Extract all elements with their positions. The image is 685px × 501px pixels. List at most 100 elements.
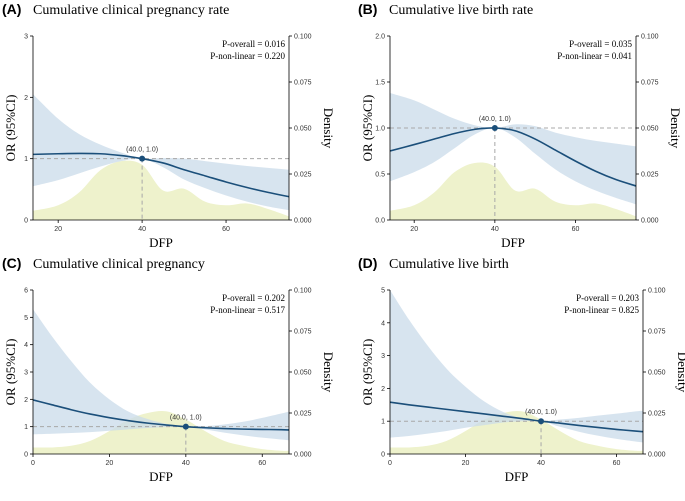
x-tick-label: 20: [54, 226, 62, 233]
x-tick-label: 20: [462, 460, 470, 467]
x-axis-title: DFP: [505, 469, 529, 484]
x-tick-label: 20: [106, 460, 114, 467]
y2-tick-label: 0.100: [294, 288, 312, 295]
y2-tick-label: 0.025: [648, 411, 666, 418]
y2-tick-label: 0.100: [294, 34, 312, 41]
y-axis-title: OR (95%CI): [3, 95, 18, 162]
y2-tick-label: 0.050: [294, 370, 312, 377]
ci-band: [390, 290, 643, 443]
x-tick-label: 60: [572, 226, 580, 233]
y-tick-label: 5: [24, 315, 28, 322]
reference-point-label: (40.0, 1.0): [479, 116, 511, 123]
p-overall-text: P-overall = 0.202: [222, 293, 285, 303]
x-axis-title: DFP: [501, 235, 525, 250]
plot-area: [33, 309, 289, 454]
y-axis-title: OR (95%CI): [360, 95, 375, 162]
y2-tick-label: 0.025: [294, 172, 312, 179]
y2-axis-title: Density: [675, 352, 685, 393]
y2-tick-label: 0.025: [641, 172, 659, 179]
y2-tick-label: 0.075: [294, 329, 312, 336]
y-tick-label: 0: [24, 218, 28, 225]
y2-tick-label: 0.000: [641, 218, 659, 225]
panel-title: Cumulative clinical pregnancy rate: [33, 3, 229, 18]
x-tick-label: 0: [31, 460, 35, 467]
y2-tick-label: 0.075: [648, 329, 666, 336]
panel-label: (C): [2, 255, 21, 271]
x-tick-label: 20: [410, 226, 418, 233]
y2-tick-label: 0.025: [294, 411, 312, 418]
y-tick-label: 5: [381, 288, 385, 295]
y-tick-label: 1: [24, 156, 28, 163]
reference-point: [491, 125, 498, 131]
y-tick-label: 2: [24, 95, 28, 102]
y2-axis-title: Density: [321, 108, 336, 149]
panel-title: Cumulative clinical pregnancy: [33, 257, 205, 272]
y-tick-label: 1.0: [375, 126, 385, 133]
y-tick-label: 2: [24, 397, 28, 404]
p-nonlinear-text: P-non-linear = 0.517: [210, 305, 285, 315]
panel-label: (B): [358, 1, 377, 17]
y-tick-label: 0: [24, 452, 28, 459]
y2-tick-label: 0.000: [294, 452, 312, 459]
ci-band: [33, 309, 289, 441]
density-area: [33, 410, 289, 454]
x-tick-label: 40: [537, 460, 545, 467]
y-tick-label: 2: [381, 386, 385, 393]
reference-point-label: (40.0, 1.0): [525, 409, 557, 416]
y2-tick-label: 0.075: [294, 80, 312, 87]
y-tick-label: 0: [381, 452, 385, 459]
y2-tick-label: 0.000: [294, 218, 312, 225]
p-nonlinear-text: P-non-linear = 0.220: [210, 51, 285, 61]
x-axis-title: DFP: [149, 469, 173, 484]
reference-point: [538, 418, 545, 425]
density-area: [390, 410, 643, 454]
y-tick-label: 0.0: [375, 218, 385, 225]
y-axis-title: OR (95%CI): [360, 339, 375, 406]
reference-point-label: (40.0, 1.0): [170, 415, 202, 422]
ci-band: [390, 93, 636, 205]
y-tick-label: 6: [24, 288, 28, 295]
y-tick-label: 0.5: [375, 172, 385, 179]
y-tick-label: 3: [381, 353, 385, 360]
x-tick-label: 40: [138, 226, 146, 233]
y2-tick-label: 0.100: [641, 34, 659, 41]
density-area: [33, 160, 289, 220]
or-curve: [33, 399, 289, 431]
panel-title: Cumulative live birth: [389, 257, 509, 272]
y-tick-label: 3: [24, 34, 28, 41]
y-axis-title: OR (95%CI): [3, 339, 18, 406]
reference-point: [139, 155, 146, 162]
x-tick-label: 40: [491, 226, 499, 233]
p-nonlinear-text: P-non-linear = 0.825: [564, 305, 639, 315]
y2-tick-label: 0.050: [641, 126, 659, 133]
density-area: [390, 162, 636, 220]
y2-tick-label: 0.100: [648, 288, 666, 295]
y2-tick-label: 0.000: [648, 452, 666, 459]
x-tick-label: 60: [258, 460, 266, 467]
p-nonlinear-text: P-non-linear = 0.041: [557, 51, 632, 61]
y-tick-label: 4: [24, 342, 28, 349]
p-overall-text: P-overall = 0.016: [222, 39, 285, 49]
or-curve: [390, 127, 636, 187]
y2-tick-label: 0.050: [648, 370, 666, 377]
reference-point-label: (40.0, 1.0): [126, 147, 158, 154]
y-tick-label: 3: [24, 370, 28, 377]
or-curve: [33, 152, 289, 198]
chart-panel-b: (40.0, 1.0) 20 40 60 0.0 0.5 1.0 1.5 2.0 0.000 0.0…: [358, 1, 683, 250]
y2-axis-title: Density: [668, 108, 683, 149]
y-tick-label: 2.0: [375, 34, 385, 41]
reference-point: [182, 423, 189, 430]
y-tick-label: 1: [24, 424, 28, 431]
panel-label: (D): [358, 255, 377, 271]
x-axis-title: DFP: [149, 235, 173, 250]
chart-panel-a: (40.0, 1.0) 20 40 60 0 1 2 3 0.000 0.025 0.050 0.07…: [2, 1, 336, 250]
plot-area: [390, 290, 643, 454]
y-tick-label: 4: [381, 320, 385, 327]
y2-tick-label: 0.050: [294, 126, 312, 133]
y-tick-label: 1: [381, 419, 385, 426]
plot-area: [33, 94, 289, 220]
chart-panel-d: (40.0, 1.0) 0 20 40 60 0 1 2 3 4 5 0.000 0.025 0.050 0…: [358, 255, 685, 484]
p-overall-text: P-overall = 0.035: [569, 39, 632, 49]
x-tick-label: 0: [388, 460, 392, 467]
